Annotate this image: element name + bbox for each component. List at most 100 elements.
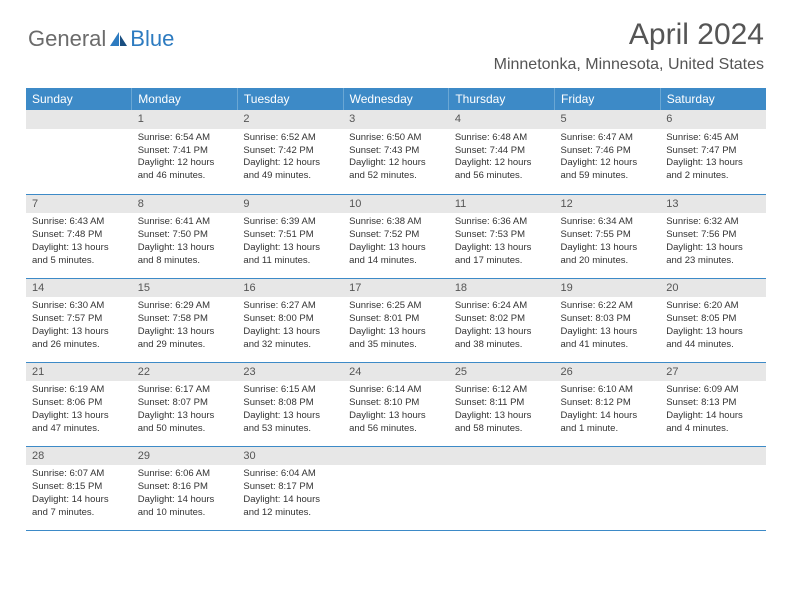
day-details: Sunrise: 6:17 AMSunset: 8:07 PMDaylight:… bbox=[132, 381, 238, 438]
day-number bbox=[343, 447, 449, 466]
sunset-text: Sunset: 7:52 PM bbox=[349, 229, 443, 242]
calendar-day-cell: 30Sunrise: 6:04 AMSunset: 8:17 PMDayligh… bbox=[237, 446, 343, 530]
day-details: Sunrise: 6:47 AMSunset: 7:46 PMDaylight:… bbox=[555, 129, 661, 186]
sunset-text: Sunset: 8:02 PM bbox=[455, 313, 549, 326]
daylight-text: Daylight: 13 hours and 50 minutes. bbox=[138, 410, 232, 436]
daylight-text: Daylight: 13 hours and 8 minutes. bbox=[138, 242, 232, 268]
sunset-text: Sunset: 7:56 PM bbox=[666, 229, 760, 242]
calendar-day-cell: 24Sunrise: 6:14 AMSunset: 8:10 PMDayligh… bbox=[343, 362, 449, 446]
daylight-text: Daylight: 13 hours and 2 minutes. bbox=[666, 157, 760, 183]
calendar-day-cell bbox=[26, 110, 132, 194]
day-number: 2 bbox=[237, 110, 343, 129]
sunrise-text: Sunrise: 6:47 AM bbox=[561, 132, 655, 145]
daylight-text: Daylight: 13 hours and 41 minutes. bbox=[561, 326, 655, 352]
day-details: Sunrise: 6:38 AMSunset: 7:52 PMDaylight:… bbox=[343, 213, 449, 270]
calendar-day-cell: 29Sunrise: 6:06 AMSunset: 8:16 PMDayligh… bbox=[132, 446, 238, 530]
day-details: Sunrise: 6:10 AMSunset: 8:12 PMDaylight:… bbox=[555, 381, 661, 438]
day-number bbox=[555, 447, 661, 466]
calendar-day-cell: 16Sunrise: 6:27 AMSunset: 8:00 PMDayligh… bbox=[237, 278, 343, 362]
daylight-text: Daylight: 13 hours and 47 minutes. bbox=[32, 410, 126, 436]
sunset-text: Sunset: 7:44 PM bbox=[455, 145, 549, 158]
calendar-table: SundayMondayTuesdayWednesdayThursdayFrid… bbox=[26, 88, 766, 531]
day-number bbox=[660, 447, 766, 466]
calendar-day-cell: 22Sunrise: 6:17 AMSunset: 8:07 PMDayligh… bbox=[132, 362, 238, 446]
month-title: April 2024 bbox=[494, 18, 764, 52]
sunset-text: Sunset: 7:47 PM bbox=[666, 145, 760, 158]
calendar-day-cell: 25Sunrise: 6:12 AMSunset: 8:11 PMDayligh… bbox=[449, 362, 555, 446]
day-number: 26 bbox=[555, 363, 661, 382]
calendar-day-cell: 19Sunrise: 6:22 AMSunset: 8:03 PMDayligh… bbox=[555, 278, 661, 362]
sunrise-text: Sunrise: 6:38 AM bbox=[349, 216, 443, 229]
daylight-text: Daylight: 12 hours and 59 minutes. bbox=[561, 157, 655, 183]
sunset-text: Sunset: 8:16 PM bbox=[138, 481, 232, 494]
calendar-day-cell: 27Sunrise: 6:09 AMSunset: 8:13 PMDayligh… bbox=[660, 362, 766, 446]
daylight-text: Daylight: 12 hours and 52 minutes. bbox=[349, 157, 443, 183]
daylight-text: Daylight: 13 hours and 29 minutes. bbox=[138, 326, 232, 352]
daylight-text: Daylight: 12 hours and 46 minutes. bbox=[138, 157, 232, 183]
calendar-day-cell: 10Sunrise: 6:38 AMSunset: 7:52 PMDayligh… bbox=[343, 194, 449, 278]
day-number: 17 bbox=[343, 279, 449, 298]
sunrise-text: Sunrise: 6:30 AM bbox=[32, 300, 126, 313]
sunrise-text: Sunrise: 6:32 AM bbox=[666, 216, 760, 229]
day-number: 20 bbox=[660, 279, 766, 298]
day-number: 21 bbox=[26, 363, 132, 382]
daylight-text: Daylight: 13 hours and 17 minutes. bbox=[455, 242, 549, 268]
day-number: 11 bbox=[449, 195, 555, 214]
sunrise-text: Sunrise: 6:17 AM bbox=[138, 384, 232, 397]
calendar-day-cell: 12Sunrise: 6:34 AMSunset: 7:55 PMDayligh… bbox=[555, 194, 661, 278]
column-header: Saturday bbox=[660, 88, 766, 110]
day-number: 25 bbox=[449, 363, 555, 382]
calendar-day-cell: 15Sunrise: 6:29 AMSunset: 7:58 PMDayligh… bbox=[132, 278, 238, 362]
sunrise-text: Sunrise: 6:24 AM bbox=[455, 300, 549, 313]
column-header: Monday bbox=[132, 88, 238, 110]
column-header: Friday bbox=[555, 88, 661, 110]
day-details: Sunrise: 6:29 AMSunset: 7:58 PMDaylight:… bbox=[132, 297, 238, 354]
calendar-day-cell: 28Sunrise: 6:07 AMSunset: 8:15 PMDayligh… bbox=[26, 446, 132, 530]
sunset-text: Sunset: 8:13 PM bbox=[666, 397, 760, 410]
location-label: Minnetonka, Minnesota, United States bbox=[494, 56, 764, 74]
day-details: Sunrise: 6:27 AMSunset: 8:00 PMDaylight:… bbox=[237, 297, 343, 354]
sunrise-text: Sunrise: 6:06 AM bbox=[138, 468, 232, 481]
sunset-text: Sunset: 8:05 PM bbox=[666, 313, 760, 326]
daylight-text: Daylight: 13 hours and 11 minutes. bbox=[243, 242, 337, 268]
daylight-text: Daylight: 14 hours and 4 minutes. bbox=[666, 410, 760, 436]
calendar-day-cell bbox=[343, 446, 449, 530]
day-details: Sunrise: 6:24 AMSunset: 8:02 PMDaylight:… bbox=[449, 297, 555, 354]
daylight-text: Daylight: 13 hours and 58 minutes. bbox=[455, 410, 549, 436]
daylight-text: Daylight: 14 hours and 10 minutes. bbox=[138, 494, 232, 520]
calendar-week-row: 21Sunrise: 6:19 AMSunset: 8:06 PMDayligh… bbox=[26, 362, 766, 446]
daylight-text: Daylight: 13 hours and 44 minutes. bbox=[666, 326, 760, 352]
day-number: 24 bbox=[343, 363, 449, 382]
day-details: Sunrise: 6:04 AMSunset: 8:17 PMDaylight:… bbox=[237, 465, 343, 522]
calendar-week-row: 14Sunrise: 6:30 AMSunset: 7:57 PMDayligh… bbox=[26, 278, 766, 362]
sunrise-text: Sunrise: 6:39 AM bbox=[243, 216, 337, 229]
calendar-day-cell: 9Sunrise: 6:39 AMSunset: 7:51 PMDaylight… bbox=[237, 194, 343, 278]
day-details: Sunrise: 6:34 AMSunset: 7:55 PMDaylight:… bbox=[555, 213, 661, 270]
column-header: Sunday bbox=[26, 88, 132, 110]
daylight-text: Daylight: 14 hours and 12 minutes. bbox=[243, 494, 337, 520]
daylight-text: Daylight: 12 hours and 56 minutes. bbox=[455, 157, 549, 183]
day-details: Sunrise: 6:50 AMSunset: 7:43 PMDaylight:… bbox=[343, 129, 449, 186]
calendar-day-cell bbox=[449, 446, 555, 530]
day-details: Sunrise: 6:12 AMSunset: 8:11 PMDaylight:… bbox=[449, 381, 555, 438]
daylight-text: Daylight: 13 hours and 35 minutes. bbox=[349, 326, 443, 352]
calendar-day-cell: 3Sunrise: 6:50 AMSunset: 7:43 PMDaylight… bbox=[343, 110, 449, 194]
day-details: Sunrise: 6:43 AMSunset: 7:48 PMDaylight:… bbox=[26, 213, 132, 270]
daylight-text: Daylight: 13 hours and 26 minutes. bbox=[32, 326, 126, 352]
day-details: Sunrise: 6:06 AMSunset: 8:16 PMDaylight:… bbox=[132, 465, 238, 522]
day-number: 29 bbox=[132, 447, 238, 466]
calendar-day-cell bbox=[660, 446, 766, 530]
sunset-text: Sunset: 8:01 PM bbox=[349, 313, 443, 326]
day-number: 28 bbox=[26, 447, 132, 466]
sunset-text: Sunset: 8:08 PM bbox=[243, 397, 337, 410]
day-details: Sunrise: 6:45 AMSunset: 7:47 PMDaylight:… bbox=[660, 129, 766, 186]
day-number: 1 bbox=[132, 110, 238, 129]
daylight-text: Daylight: 13 hours and 20 minutes. bbox=[561, 242, 655, 268]
sunset-text: Sunset: 8:07 PM bbox=[138, 397, 232, 410]
day-details: Sunrise: 6:25 AMSunset: 8:01 PMDaylight:… bbox=[343, 297, 449, 354]
day-details: Sunrise: 6:54 AMSunset: 7:41 PMDaylight:… bbox=[132, 129, 238, 186]
sunrise-text: Sunrise: 6:36 AM bbox=[455, 216, 549, 229]
sunrise-text: Sunrise: 6:25 AM bbox=[349, 300, 443, 313]
calendar-day-cell: 26Sunrise: 6:10 AMSunset: 8:12 PMDayligh… bbox=[555, 362, 661, 446]
sunset-text: Sunset: 7:41 PM bbox=[138, 145, 232, 158]
